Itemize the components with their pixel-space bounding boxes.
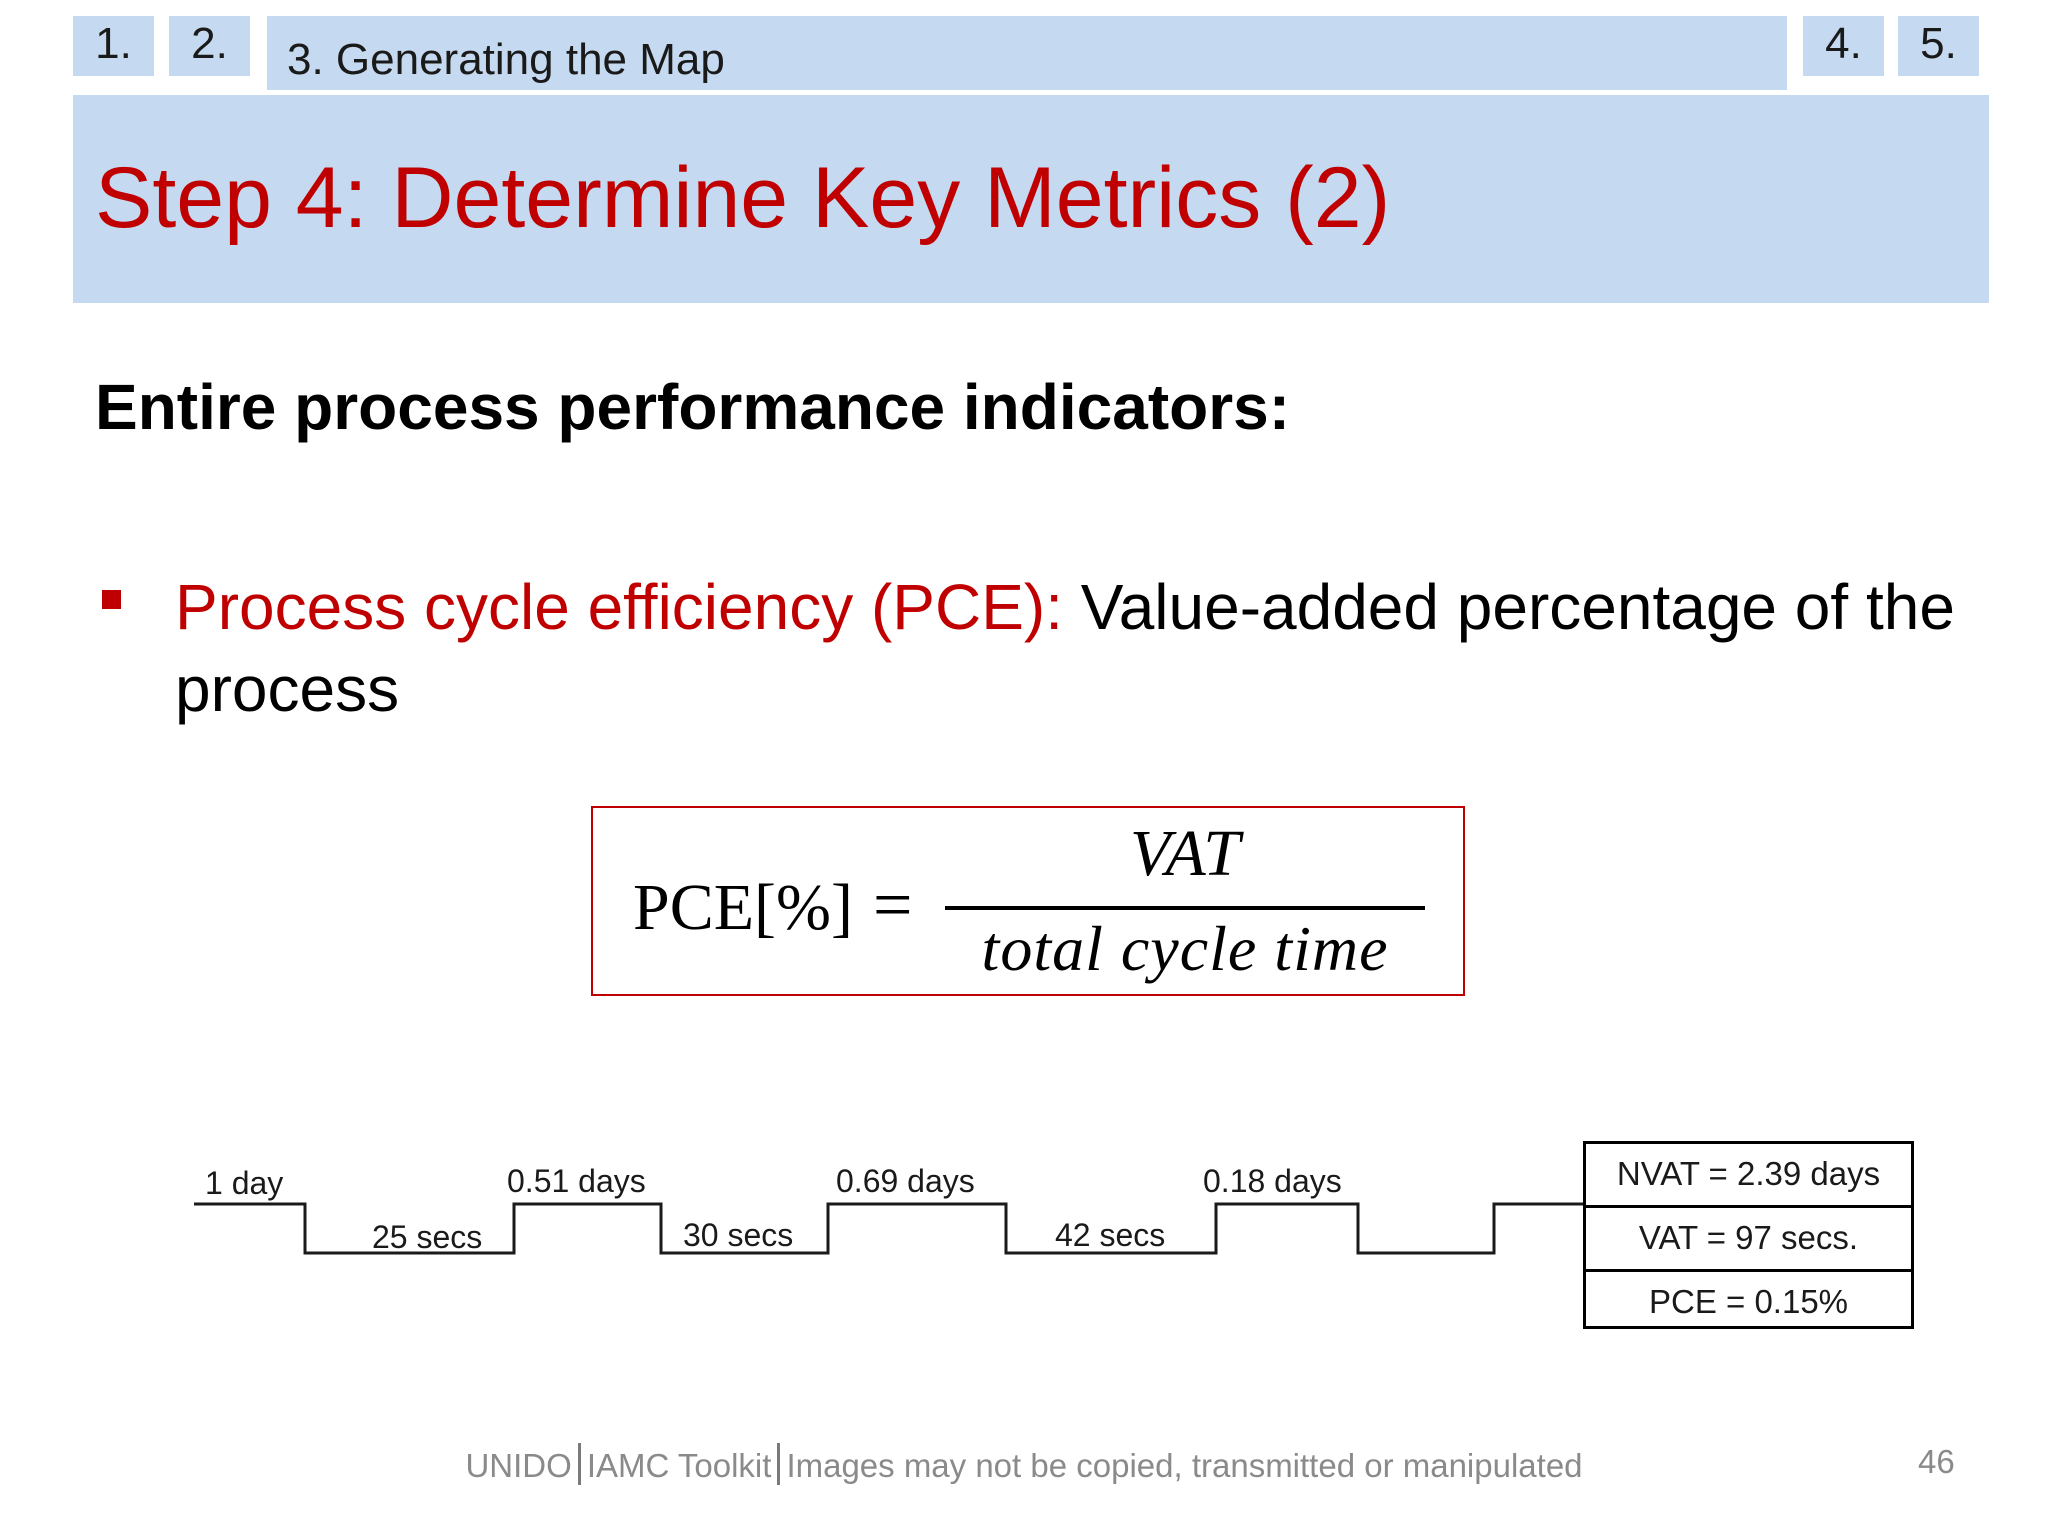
metrics-summary-box: NVAT = 2.39 days VAT = 97 secs. PCE = 0.… bbox=[1583, 1141, 1914, 1329]
formula-equals: = bbox=[873, 867, 913, 944]
timeline-lower-label: 25 secs bbox=[372, 1219, 482, 1255]
section-subheading: Entire process performance indicators: bbox=[95, 371, 1291, 443]
metric-nvat: NVAT = 2.39 days bbox=[1586, 1144, 1911, 1208]
footer-toolkit: IAMC Toolkit bbox=[586, 1447, 772, 1484]
bullet-item: Process cycle efficiency (PCE): Value-ad… bbox=[175, 566, 1965, 730]
page-number: 46 bbox=[1918, 1443, 1955, 1480]
tab-3-generating-the-map[interactable]: 3. Generating the Map bbox=[267, 16, 1787, 90]
formula-lhs: PCE[%] bbox=[633, 871, 853, 944]
bullet-term: Process cycle efficiency (PCE): bbox=[175, 571, 1063, 643]
timeline-step-line bbox=[194, 1202, 1583, 1255]
formula-denominator: total cycle time bbox=[981, 913, 1389, 984]
footer-separator bbox=[777, 1443, 781, 1485]
footer-separator bbox=[577, 1443, 581, 1485]
tab-4[interactable]: 4. bbox=[1803, 16, 1884, 76]
timeline-lower-label: 30 secs bbox=[683, 1217, 793, 1253]
metric-vat: VAT = 97 secs. bbox=[1586, 1208, 1911, 1272]
timeline-upper-label: 0.18 days bbox=[1203, 1163, 1342, 1199]
bullet-square-icon bbox=[102, 590, 121, 609]
footer-notice: Images may not be copied, transmitted or… bbox=[786, 1447, 1583, 1484]
slide-title: Step 4: Determine Key Metrics (2) bbox=[95, 150, 1391, 246]
pce-formula-box: PCE[%] = VAT total cycle time bbox=[591, 806, 1465, 996]
tab-2[interactable]: 2. bbox=[169, 16, 250, 76]
formula-fraction-bar bbox=[945, 906, 1425, 910]
footer-org: UNIDO bbox=[465, 1447, 572, 1484]
tab-1[interactable]: 1. bbox=[73, 16, 154, 76]
timeline-upper-label: 1 day bbox=[205, 1165, 283, 1201]
title-band: Step 4: Determine Key Metrics (2) bbox=[73, 95, 1989, 303]
bullet-description: Value-added percentage of the process bbox=[175, 571, 1955, 725]
timeline-upper-label: 0.51 days bbox=[507, 1163, 646, 1199]
metric-pce: PCE = 0.15% bbox=[1648, 1283, 1849, 1320]
timeline-lower-label: 42 secs bbox=[1055, 1217, 1165, 1253]
formula-numerator: VAT bbox=[1130, 817, 1240, 890]
tab-5[interactable]: 5. bbox=[1898, 16, 1979, 76]
footer: UNIDO IAMC Toolkit Images may not be copie… bbox=[0, 1443, 2048, 1485]
timeline-upper-label: 0.69 days bbox=[836, 1163, 975, 1199]
